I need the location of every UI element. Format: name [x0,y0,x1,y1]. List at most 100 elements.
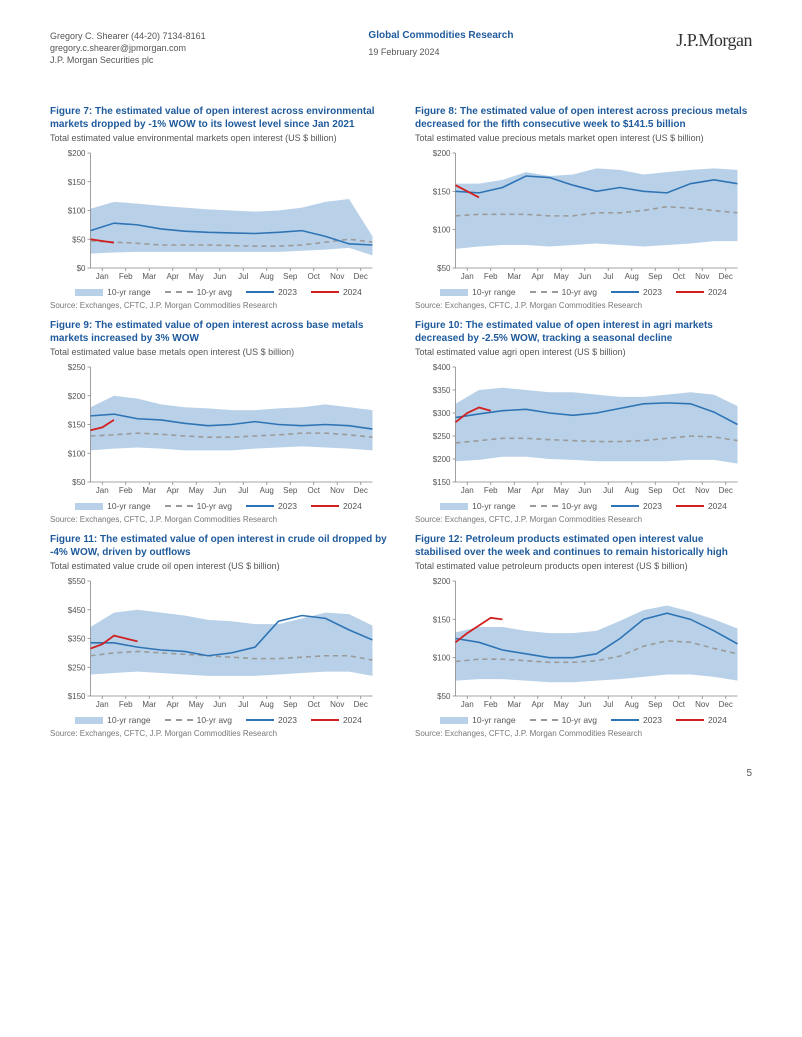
svg-text:Sep: Sep [283,272,298,281]
svg-text:$150: $150 [433,188,451,197]
svg-text:Mar: Mar [142,700,156,709]
research-title: Global Commodities Research [368,30,513,41]
svg-text:Oct: Oct [673,272,686,281]
svg-text:Apr: Apr [167,272,180,281]
legend-range: 10-yr range [75,287,150,297]
svg-text:Aug: Aug [260,272,274,281]
legend-avg: 10-yr avg [530,501,597,511]
fig11-source: Source: Exchanges, CFTC, J.P. Morgan Com… [50,729,387,738]
svg-text:Jul: Jul [238,272,248,281]
svg-text:May: May [554,272,569,281]
svg-text:Nov: Nov [330,272,344,281]
brand-logo: J.P.Morgan [676,30,752,51]
svg-text:$100: $100 [433,226,451,235]
svg-text:Sep: Sep [283,700,298,709]
svg-text:Mar: Mar [507,700,521,709]
svg-text:Jan: Jan [461,486,474,495]
svg-text:Feb: Feb [119,486,133,495]
fig9-title: Figure 9: The estimated value of open in… [50,320,387,345]
fig8-svg: $50$100$150$200JanFebMarAprMayJunJulAugS… [415,147,752,282]
svg-text:$50: $50 [72,478,86,487]
fig10-block: Figure 10: The estimated value of open i… [415,320,752,524]
svg-text:Apr: Apr [167,486,180,495]
legend-avg: 10-yr avg [165,715,232,725]
svg-text:Sep: Sep [283,486,298,495]
svg-text:$300: $300 [433,409,451,418]
svg-text:Apr: Apr [532,486,545,495]
svg-text:Jul: Jul [238,486,248,495]
svg-text:Dec: Dec [354,700,368,709]
legend-range: 10-yr range [440,715,515,725]
svg-text:Jul: Jul [238,700,248,709]
svg-text:Feb: Feb [484,486,498,495]
legend-2023: 2023 [246,715,297,725]
fig11-title: Figure 11: The estimated value of open i… [50,534,387,559]
legend-2023: 2023 [611,501,662,511]
svg-text:Dec: Dec [354,486,368,495]
legend-avg: 10-yr avg [165,501,232,511]
legend-2023: 2023 [246,287,297,297]
svg-text:May: May [189,486,204,495]
fig8-source: Source: Exchanges, CFTC, J.P. Morgan Com… [415,301,752,310]
svg-text:$100: $100 [433,654,451,663]
legend-avg: 10-yr avg [530,715,597,725]
svg-text:Dec: Dec [354,272,368,281]
svg-text:Jan: Jan [461,700,474,709]
fig12-subtitle: Total estimated value petroleum products… [415,561,752,571]
svg-text:$150: $150 [433,616,451,625]
svg-text:Aug: Aug [625,272,639,281]
legend-avg: 10-yr avg [165,287,232,297]
svg-text:Sep: Sep [648,486,663,495]
fig12-block: Figure 12: Petroleum products estimated … [415,534,752,738]
svg-text:Dec: Dec [719,700,733,709]
svg-text:$0: $0 [77,264,86,273]
svg-text:Jun: Jun [578,272,591,281]
fig7-svg: $0$50$100$150$200JanFebMarAprMayJunJulAu… [50,147,387,282]
svg-text:$250: $250 [68,664,86,673]
svg-text:Jan: Jan [96,700,109,709]
legend-range: 10-yr range [440,501,515,511]
fig7-subtitle: Total estimated value environmental mark… [50,133,387,143]
svg-text:$450: $450 [68,606,86,615]
fig9-legend: 10-yr range 10-yr avg 2023 2024 [50,501,387,511]
svg-text:Mar: Mar [507,272,521,281]
legend-2024: 2024 [311,287,362,297]
svg-text:$200: $200 [433,149,451,158]
svg-text:$250: $250 [433,432,451,441]
svg-text:$50: $50 [437,692,451,701]
svg-text:Nov: Nov [330,700,344,709]
author-line: Gregory C. Shearer (44-20) 7134-8161 [50,30,206,42]
fig8-block: Figure 8: The estimated value of open in… [415,106,752,310]
svg-text:Nov: Nov [695,272,709,281]
fig10-subtitle: Total estimated value agri open interest… [415,347,752,357]
svg-text:Feb: Feb [484,272,498,281]
svg-text:Nov: Nov [330,486,344,495]
svg-text:Mar: Mar [507,486,521,495]
charts-grid: Figure 7: The estimated value of open in… [50,106,752,738]
legend-2024: 2024 [676,287,727,297]
svg-text:Sep: Sep [648,272,663,281]
fig12-legend: 10-yr range 10-yr avg 2023 2024 [415,715,752,725]
svg-text:$100: $100 [68,207,86,216]
svg-text:Jun: Jun [213,700,226,709]
svg-text:Feb: Feb [484,700,498,709]
legend-2023: 2023 [611,287,662,297]
fig12-source: Source: Exchanges, CFTC, J.P. Morgan Com… [415,729,752,738]
svg-text:Jun: Jun [578,486,591,495]
legend-2023: 2023 [246,501,297,511]
svg-text:Feb: Feb [119,272,133,281]
fig11-subtitle: Total estimated value crude oil open int… [50,561,387,571]
svg-text:$150: $150 [68,692,86,701]
page-number: 5 [50,768,752,779]
svg-text:May: May [554,700,569,709]
fig10-legend: 10-yr range 10-yr avg 2023 2024 [415,501,752,511]
legend-2023: 2023 [611,715,662,725]
page-header: Gregory C. Shearer (44-20) 7134-8161 gre… [50,30,752,66]
svg-text:Oct: Oct [308,272,321,281]
svg-text:Oct: Oct [673,700,686,709]
svg-text:Mar: Mar [142,272,156,281]
fig7-title: Figure 7: The estimated value of open in… [50,106,387,131]
legend-2024: 2024 [676,501,727,511]
svg-text:$150: $150 [433,478,451,487]
svg-text:Apr: Apr [532,700,545,709]
